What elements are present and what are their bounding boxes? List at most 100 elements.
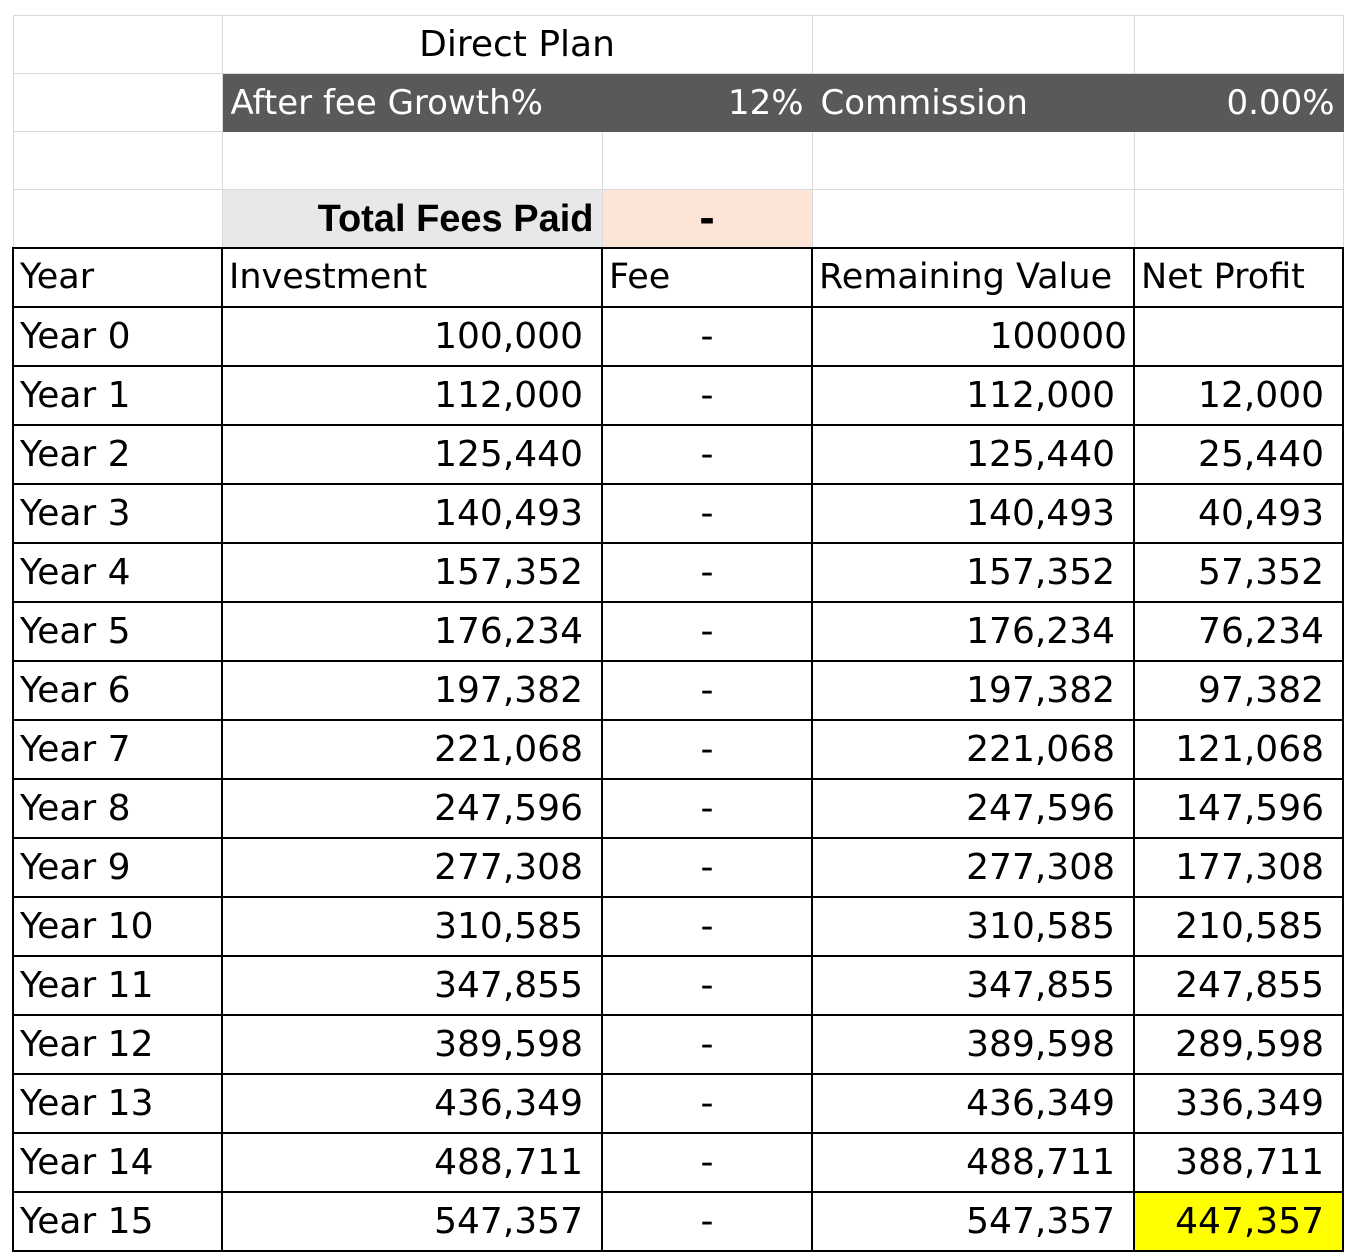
- investment-cell[interactable]: 112,000: [221, 365, 603, 426]
- investment-cell[interactable]: 389,598: [221, 1014, 603, 1075]
- investment-cell[interactable]: 100,000: [221, 306, 603, 367]
- fee-cell[interactable]: -: [600, 955, 814, 1016]
- year-cell[interactable]: Year 11: [12, 955, 223, 1016]
- fee-cell[interactable]: -: [600, 424, 814, 485]
- fee-cell[interactable]: -: [600, 1073, 814, 1134]
- remaining-value-cell[interactable]: 125,440: [811, 424, 1136, 485]
- fee-cell[interactable]: -: [600, 601, 814, 662]
- year-cell[interactable]: Year 9: [12, 837, 223, 898]
- fee-cell[interactable]: -: [600, 306, 814, 367]
- year-cell[interactable]: Year 6: [12, 660, 223, 721]
- investment-cell[interactable]: 140,493: [221, 483, 603, 544]
- year-cell[interactable]: Year 2: [12, 424, 223, 485]
- fee-cell[interactable]: -: [600, 896, 814, 957]
- investment-cell[interactable]: 547,357: [221, 1191, 603, 1252]
- net-profit-cell[interactable]: 97,382: [1133, 660, 1345, 721]
- net-profit-cell[interactable]: 388,711: [1133, 1132, 1345, 1193]
- remaining-value-cell[interactable]: 277,308: [811, 837, 1136, 898]
- net-profit-cell[interactable]: 210,585: [1133, 896, 1345, 957]
- column-header-remaining-value[interactable]: Remaining Value: [811, 247, 1136, 308]
- fee-cell[interactable]: -: [600, 365, 814, 426]
- year-cell[interactable]: Year 3: [12, 483, 223, 544]
- net-profit-cell[interactable]: 121,068: [1133, 719, 1345, 780]
- net-profit-cell[interactable]: 447,357: [1133, 1191, 1345, 1252]
- total-fees-label[interactable]: Total Fees Paid: [221, 189, 603, 249]
- fee-cell[interactable]: -: [600, 660, 814, 721]
- commission-label[interactable]: Commission: [811, 73, 1135, 132]
- remaining-value-cell[interactable]: 140,493: [811, 483, 1136, 544]
- net-profit-cell[interactable]: 40,493: [1133, 483, 1345, 544]
- year-cell[interactable]: Year 12: [12, 1014, 223, 1075]
- year-cell[interactable]: Year 1: [12, 365, 223, 426]
- remaining-value-cell[interactable]: 389,598: [811, 1014, 1136, 1075]
- net-profit-cell[interactable]: 147,596: [1133, 778, 1345, 839]
- fee-cell[interactable]: -: [600, 1132, 814, 1193]
- year-cell[interactable]: Year 15: [12, 1191, 223, 1252]
- commission-value[interactable]: 0.00%: [1133, 73, 1344, 132]
- cell-d1[interactable]: [811, 15, 1135, 74]
- fee-cell[interactable]: -: [600, 1191, 814, 1252]
- investment-cell[interactable]: 176,234: [221, 601, 603, 662]
- investment-cell[interactable]: 277,308: [221, 837, 603, 898]
- fee-cell[interactable]: -: [600, 483, 814, 544]
- column-header-investment[interactable]: Investment: [221, 247, 603, 308]
- net-profit-cell[interactable]: 289,598: [1133, 1014, 1345, 1075]
- cell-c3[interactable]: [601, 131, 813, 190]
- investment-cell[interactable]: 157,352: [221, 542, 603, 603]
- column-header-net-profit[interactable]: Net Profit: [1133, 247, 1345, 308]
- cell-e1[interactable]: [1133, 15, 1344, 74]
- cell-a3[interactable]: [12, 131, 223, 190]
- net-profit-cell[interactable]: 57,352: [1133, 542, 1345, 603]
- cell-e3[interactable]: [1133, 131, 1344, 190]
- year-cell[interactable]: Year 8: [12, 778, 223, 839]
- investment-cell[interactable]: 221,068: [221, 719, 603, 780]
- investment-cell[interactable]: 197,382: [221, 660, 603, 721]
- year-cell[interactable]: Year 0: [12, 306, 223, 367]
- net-profit-cell[interactable]: 12,000: [1133, 365, 1345, 426]
- column-header-fee[interactable]: Fee: [600, 247, 814, 308]
- investment-cell[interactable]: 347,855: [221, 955, 603, 1016]
- net-profit-cell[interactable]: 247,855: [1133, 955, 1345, 1016]
- year-cell[interactable]: Year 10: [12, 896, 223, 957]
- remaining-value-cell[interactable]: 436,349: [811, 1073, 1136, 1134]
- remaining-value-cell[interactable]: 347,855: [811, 955, 1136, 1016]
- remaining-value-cell[interactable]: 221,068: [811, 719, 1136, 780]
- year-cell[interactable]: Year 7: [12, 719, 223, 780]
- cell-d4[interactable]: [811, 189, 1135, 249]
- cell-a1[interactable]: [12, 15, 223, 74]
- investment-cell[interactable]: 125,440: [221, 424, 603, 485]
- growth-cell[interactable]: After fee Growth% 12%: [221, 73, 813, 132]
- fee-cell[interactable]: -: [600, 719, 814, 780]
- investment-cell[interactable]: 310,585: [221, 896, 603, 957]
- plan-title[interactable]: Direct Plan: [221, 15, 813, 74]
- remaining-value-cell[interactable]: 112,000: [811, 365, 1136, 426]
- fee-cell[interactable]: -: [600, 1014, 814, 1075]
- cell-e4[interactable]: [1133, 189, 1344, 249]
- total-fees-value[interactable]: -: [601, 189, 813, 249]
- year-cell[interactable]: Year 5: [12, 601, 223, 662]
- remaining-value-cell[interactable]: 310,585: [811, 896, 1136, 957]
- year-cell[interactable]: Year 13: [12, 1073, 223, 1134]
- remaining-value-cell[interactable]: 100000: [811, 306, 1136, 367]
- year-cell[interactable]: Year 14: [12, 1132, 223, 1193]
- investment-cell[interactable]: 247,596: [221, 778, 603, 839]
- cell-d3[interactable]: [811, 131, 1135, 190]
- remaining-value-cell[interactable]: 488,711: [811, 1132, 1136, 1193]
- cell-a2[interactable]: [12, 73, 223, 132]
- remaining-value-cell[interactable]: 157,352: [811, 542, 1136, 603]
- cell-a4[interactable]: [12, 189, 223, 249]
- cell-b3[interactable]: [221, 131, 603, 190]
- remaining-value-cell[interactable]: 176,234: [811, 601, 1136, 662]
- investment-cell[interactable]: 488,711: [221, 1132, 603, 1193]
- column-header-year[interactable]: Year: [12, 247, 223, 308]
- remaining-value-cell[interactable]: 547,357: [811, 1191, 1136, 1252]
- fee-cell[interactable]: -: [600, 542, 814, 603]
- remaining-value-cell[interactable]: 247,596: [811, 778, 1136, 839]
- net-profit-cell[interactable]: 177,308: [1133, 837, 1345, 898]
- year-cell[interactable]: Year 4: [12, 542, 223, 603]
- net-profit-cell[interactable]: 336,349: [1133, 1073, 1345, 1134]
- net-profit-cell[interactable]: 76,234: [1133, 601, 1345, 662]
- remaining-value-cell[interactable]: 197,382: [811, 660, 1136, 721]
- fee-cell[interactable]: -: [600, 837, 814, 898]
- fee-cell[interactable]: -: [600, 778, 814, 839]
